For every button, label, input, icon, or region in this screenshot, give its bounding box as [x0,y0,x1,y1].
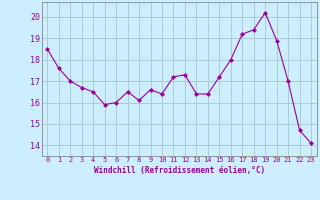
X-axis label: Windchill (Refroidissement éolien,°C): Windchill (Refroidissement éolien,°C) [94,166,265,175]
